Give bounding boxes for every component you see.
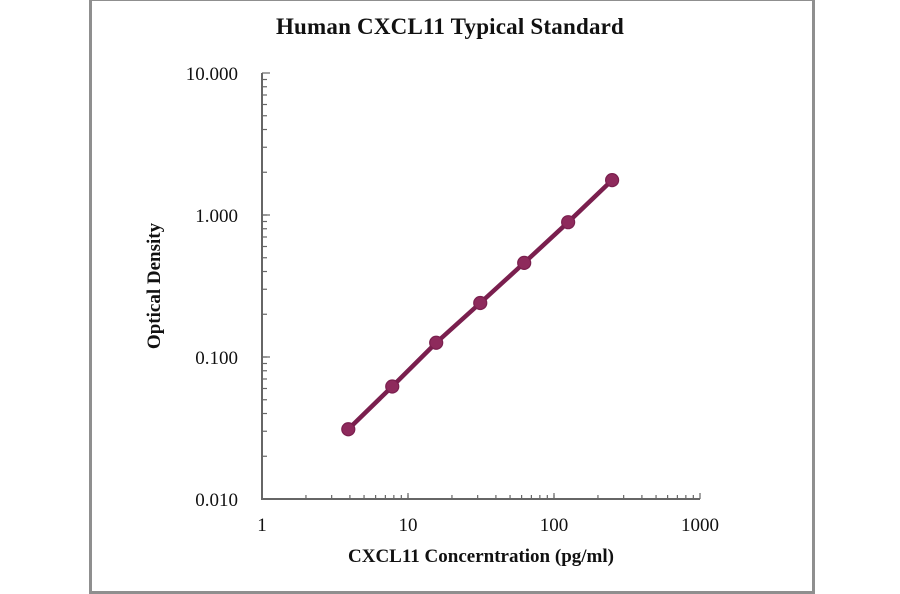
data-point-marker (429, 335, 444, 350)
y-tick-label: 1.000 (195, 206, 238, 227)
y-tick-label: 0.010 (195, 490, 238, 511)
data-series (341, 173, 620, 437)
data-point-marker (473, 295, 488, 311)
x-tick-label: 100 (540, 515, 569, 536)
axes (261, 72, 701, 500)
data-point-marker (517, 255, 532, 270)
x-tick-label: 1000 (681, 515, 719, 536)
data-point-marker (561, 215, 576, 230)
chart-title: Human CXCL11 Typical Standard (275, 14, 625, 39)
data-point-marker (341, 422, 356, 437)
x-tick-label: 1 (257, 515, 267, 536)
x-axis-label: CXCL11 Concerntration (pg/ml) (348, 546, 614, 567)
data-point-marker (385, 379, 400, 394)
y-tick-label: 10.000 (186, 64, 238, 85)
tick-labels: 1 10 100 1000 0.010 0.100 1.000 10.000 (186, 64, 719, 536)
data-point-marker (604, 173, 620, 188)
y-tick-label: 0.100 (195, 348, 238, 369)
y-axis-label: Optical Density (144, 222, 165, 350)
x-tick-label: 10 (399, 515, 418, 536)
